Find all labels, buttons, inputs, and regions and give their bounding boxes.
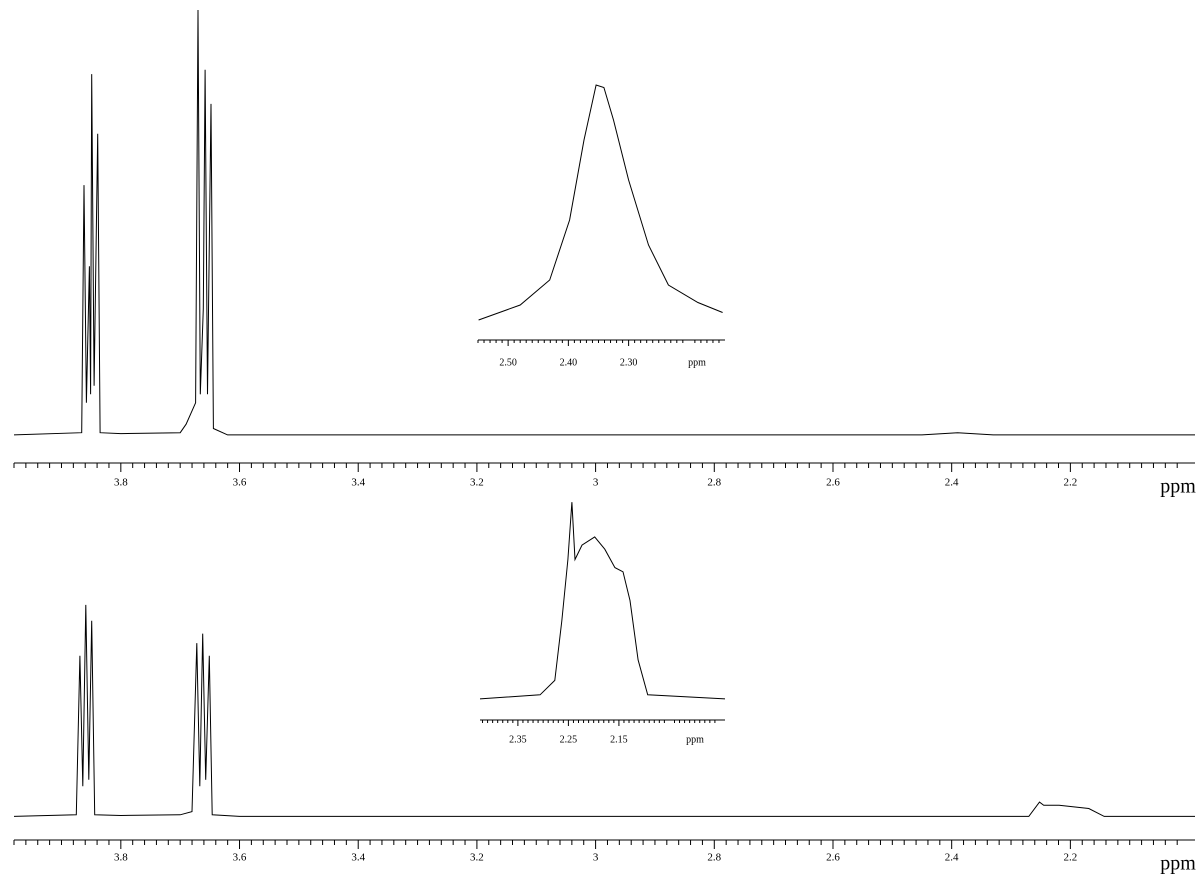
x-axis-label: ppm <box>1160 476 1196 498</box>
x-tick-label: 2.4 <box>945 852 959 864</box>
x-tick-label: 3.2 <box>470 477 484 489</box>
x-tick-label: 2.50 <box>499 357 517 368</box>
x-tick-label: 2.25 <box>560 734 578 745</box>
x-tick-label: 3.6 <box>233 852 247 864</box>
x-tick-label: 2.15 <box>610 734 628 745</box>
x-tick-label: 2.8 <box>707 852 721 864</box>
x-axis-label: ppm <box>1160 853 1196 875</box>
x-tick-label: 2.40 <box>560 357 578 368</box>
x-tick-label: 3 <box>593 852 599 864</box>
x-tick-label: 3.8 <box>114 852 128 864</box>
x-tick-label: 2.6 <box>826 477 840 489</box>
spectrum-line <box>478 84 723 321</box>
spectrum-line <box>479 502 726 700</box>
x-tick-label: 3.6 <box>233 477 247 489</box>
x-tick-label: 3 <box>593 477 599 489</box>
x-tick-label: 2.2 <box>1063 477 1077 489</box>
x-axis-label: ppm <box>686 734 704 745</box>
x-tick-label: 3.4 <box>351 477 365 489</box>
x-tick-label: 2.30 <box>620 357 638 368</box>
x-tick-label: 2.4 <box>945 477 959 489</box>
spectrum-line <box>13 604 1195 817</box>
x-axis-label: ppm <box>688 357 706 368</box>
x-tick-label: 3.2 <box>470 852 484 864</box>
spectrum-line <box>13 9 1195 436</box>
x-tick-label: 3.8 <box>114 477 128 489</box>
x-tick-label: 3.4 <box>351 852 365 864</box>
x-tick-label: 2.8 <box>707 477 721 489</box>
x-tick-label: 2.2 <box>1063 852 1077 864</box>
x-tick-label: 2.6 <box>826 852 840 864</box>
x-tick-label: 2.35 <box>509 734 527 745</box>
